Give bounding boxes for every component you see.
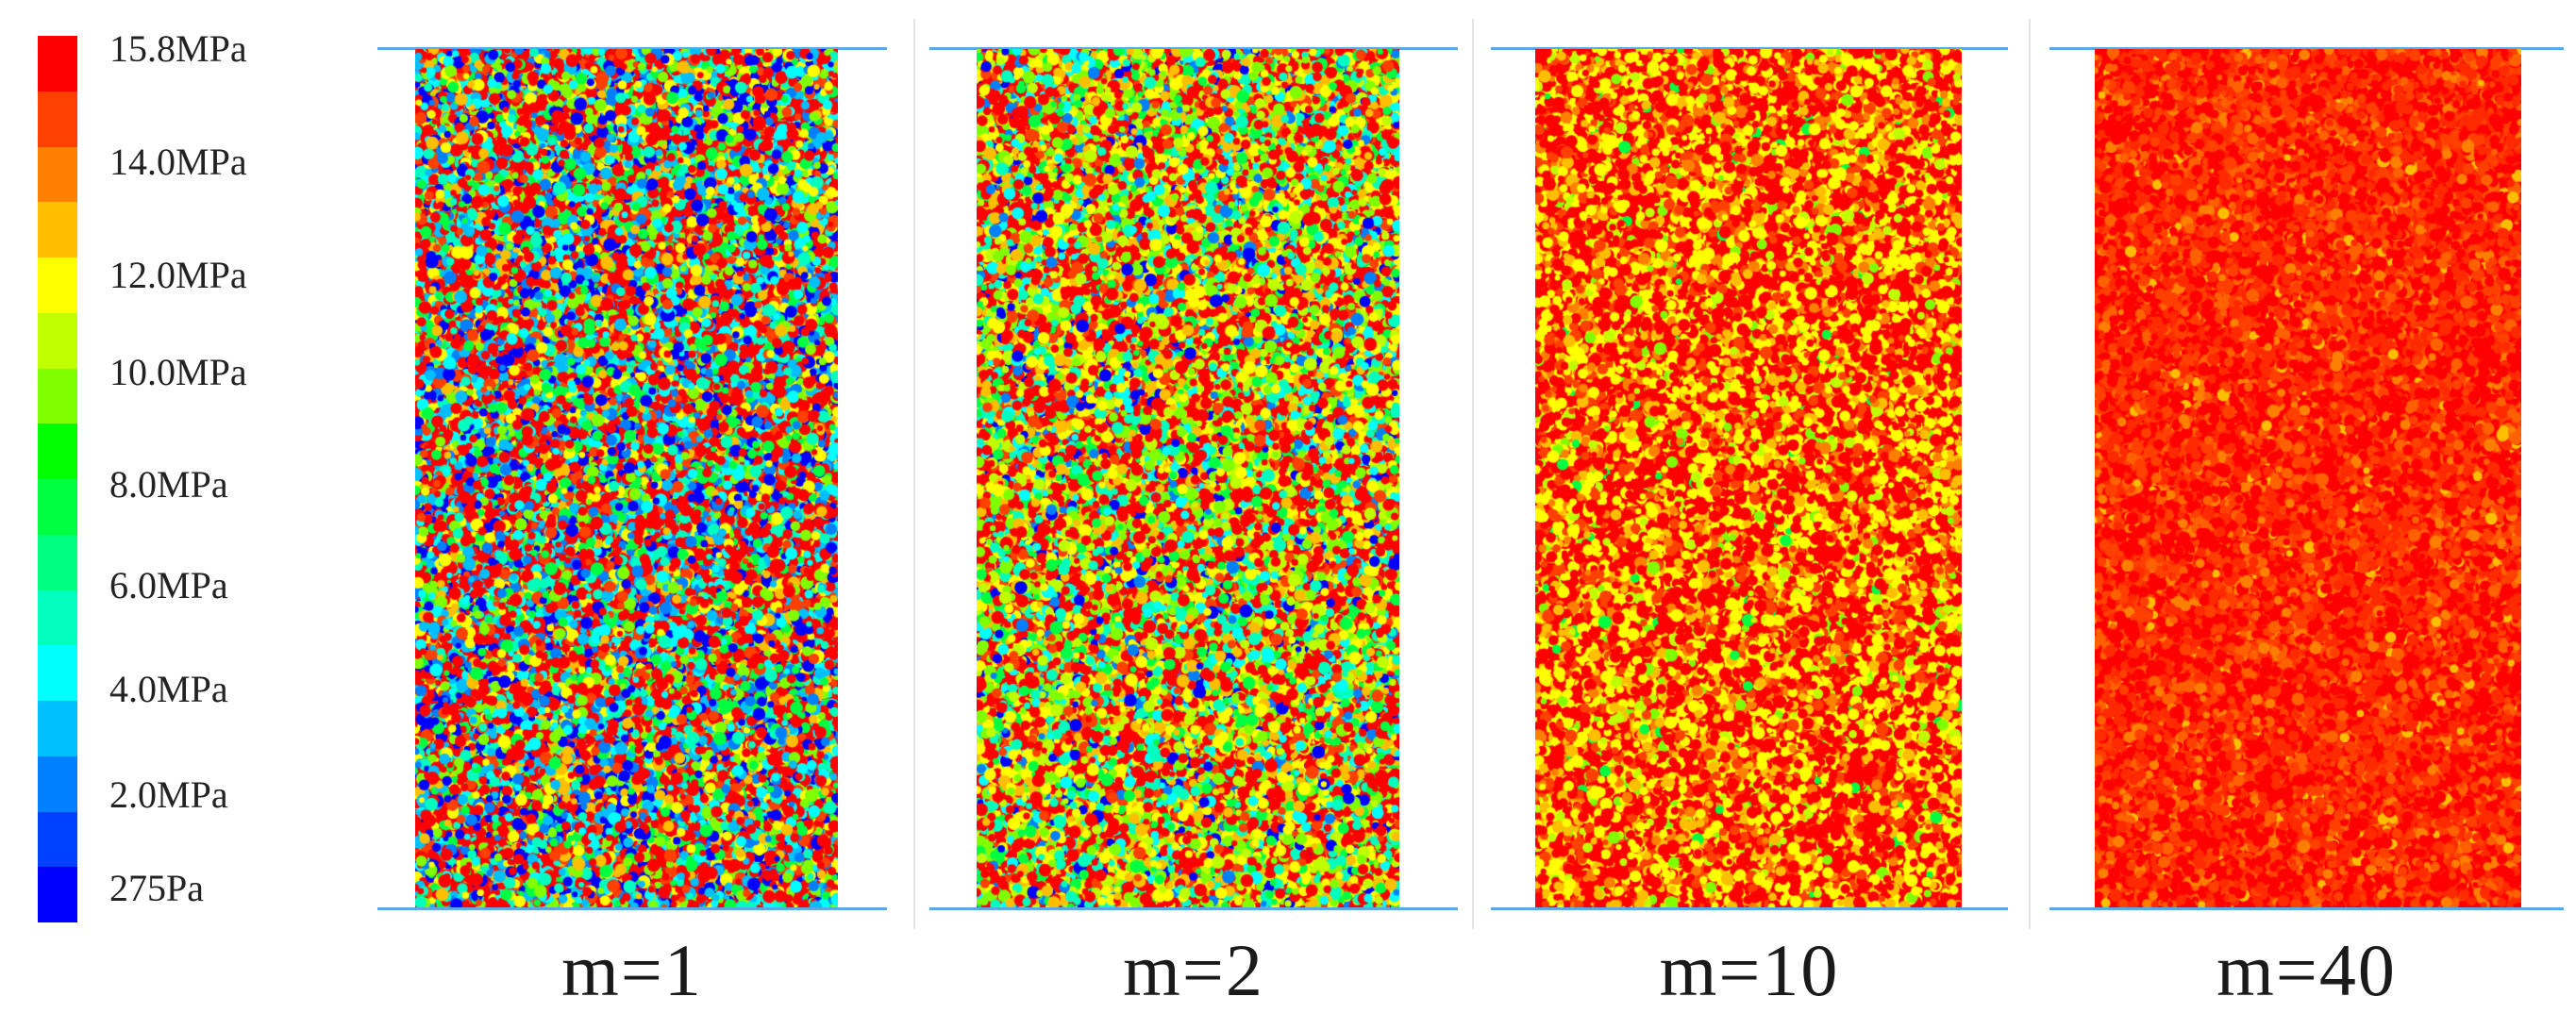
legend-label: 2.0MPa xyxy=(109,773,228,816)
legend-swatch xyxy=(38,368,77,424)
legend-swatch xyxy=(38,36,77,91)
panel-caption: m=40 xyxy=(2216,929,2397,1011)
top-platen xyxy=(2049,47,2564,50)
top-platen xyxy=(929,47,1458,50)
legend-label: 10.0MPa xyxy=(109,351,247,393)
panel-m1: m=1 xyxy=(377,0,915,1013)
legend-label: 14.0MPa xyxy=(109,141,247,183)
panel-m40: m=40 xyxy=(2049,0,2573,1013)
bottom-platen xyxy=(377,907,887,910)
legend-swatch xyxy=(38,756,77,812)
bottom-platen xyxy=(1491,907,2008,910)
legend-swatch xyxy=(38,811,77,868)
legend-label: 12.0MPa xyxy=(109,254,247,296)
legend-swatch xyxy=(38,423,77,479)
specimen-stress-map xyxy=(977,49,1399,907)
stress-color-legend: 15.8MPa 14.0MPa 12.0MPa 10.0MPa 8.0MPa 6… xyxy=(38,30,396,922)
panel-m10: m=10 xyxy=(1491,0,2033,1013)
legend-swatch xyxy=(38,146,77,203)
legend-label: 15.8MPa xyxy=(109,27,247,70)
legend-swatch xyxy=(38,867,77,922)
legend-swatch xyxy=(38,701,77,756)
panel-divider xyxy=(1472,19,1474,929)
panel-divider xyxy=(913,19,915,929)
legend-swatch xyxy=(38,590,77,646)
panel-caption: m=1 xyxy=(561,929,703,1011)
legend-swatch xyxy=(38,312,77,369)
top-platen xyxy=(1491,47,2008,50)
top-platen xyxy=(377,47,887,50)
panel-m2: m=2 xyxy=(929,0,1472,1013)
legend-label: 4.0MPa xyxy=(109,668,228,710)
legend-label: 8.0MPa xyxy=(109,463,228,506)
legend-swatch xyxy=(38,479,77,535)
legend-swatch xyxy=(38,91,77,147)
legend-label: 275Pa xyxy=(109,867,204,909)
panel-divider xyxy=(2029,19,2031,929)
legend-swatch xyxy=(38,534,77,590)
legend-label: 6.0MPa xyxy=(109,564,228,606)
panel-caption: m=10 xyxy=(1659,929,1840,1011)
bottom-platen xyxy=(929,907,1458,910)
legend-swatch xyxy=(38,645,77,701)
legend-color-bar xyxy=(38,36,77,922)
legend-swatch xyxy=(38,257,77,313)
specimen-stress-map xyxy=(1535,49,1962,907)
specimen-stress-map xyxy=(2095,49,2521,907)
specimen-stress-map xyxy=(415,49,838,907)
legend-swatch xyxy=(38,202,77,257)
bottom-platen xyxy=(2049,907,2564,910)
panel-caption: m=2 xyxy=(1123,929,1264,1011)
